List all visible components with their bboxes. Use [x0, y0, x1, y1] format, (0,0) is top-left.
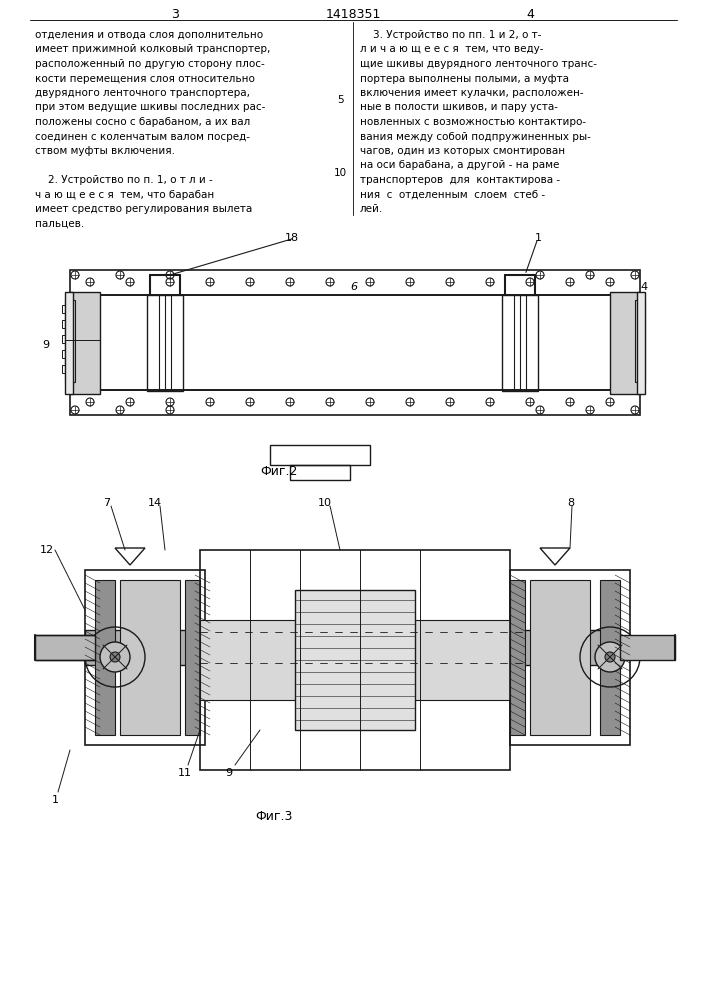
Bar	[620, 635, 675, 660]
Bar	[295, 590, 415, 730]
Text: 12: 12	[40, 545, 54, 555]
Text: 10: 10	[334, 167, 346, 178]
Bar	[70, 270, 640, 295]
Text: положены сосно с барабаном, а их вал: положены сосно с барабаном, а их вал	[35, 117, 250, 127]
Bar	[510, 570, 630, 745]
Bar	[610, 292, 640, 394]
Text: 11: 11	[178, 768, 192, 778]
Bar	[70, 390, 640, 415]
Bar	[62, 365, 68, 373]
Bar	[62, 320, 68, 328]
Text: 3: 3	[171, 8, 179, 21]
Text: 2. Устройство по п. 1, о т л и -: 2. Устройство по п. 1, о т л и -	[35, 175, 213, 185]
Bar	[95, 580, 115, 735]
Text: 1: 1	[52, 795, 59, 805]
Bar	[290, 465, 350, 480]
Bar	[530, 580, 590, 735]
Text: 14: 14	[148, 498, 162, 508]
Bar	[70, 295, 640, 390]
Text: 4: 4	[640, 282, 647, 292]
Bar	[600, 580, 620, 735]
Text: 9: 9	[225, 768, 232, 778]
Bar	[85, 570, 205, 745]
Text: включения имеет кулачки, расположен-: включения имеет кулачки, расположен-	[360, 88, 583, 98]
Text: 5: 5	[337, 95, 344, 105]
Text: ния  с  отделенным  слоем  стеб -: ния с отделенным слоем стеб -	[360, 190, 545, 200]
Bar	[502, 295, 538, 391]
Text: 1: 1	[535, 233, 542, 243]
Circle shape	[100, 642, 130, 672]
Text: 3. Устройство по пп. 1 и 2, о т-: 3. Устройство по пп. 1 и 2, о т-	[360, 30, 542, 40]
Text: портера выполнены полыми, а муфта: портера выполнены полыми, а муфта	[360, 74, 569, 84]
Text: 4: 4	[526, 8, 534, 21]
Text: кости перемещения слоя относительно: кости перемещения слоя относительно	[35, 74, 255, 84]
Text: 6: 6	[350, 282, 357, 292]
Text: ч а ю щ е е с я  тем, что барабан: ч а ю щ е е с я тем, что барабан	[35, 190, 214, 200]
Circle shape	[595, 642, 625, 672]
Text: отделения и отвода слоя дополнительно: отделения и отвода слоя дополнительно	[35, 30, 263, 40]
Bar	[200, 620, 510, 700]
Text: двурядного ленточного транспортера,: двурядного ленточного транспортера,	[35, 88, 250, 98]
Text: лей.: лей.	[360, 204, 383, 214]
Bar	[62, 350, 68, 358]
Text: расположенный по другую сторону плос-: расположенный по другую сторону плос-	[35, 59, 264, 69]
Text: 7: 7	[103, 498, 110, 508]
Bar	[85, 630, 620, 665]
Text: пальцев.: пальцев.	[35, 219, 84, 229]
Circle shape	[605, 652, 615, 662]
Bar	[35, 635, 95, 660]
Text: Фиг.2: Фиг.2	[260, 465, 298, 478]
Bar	[62, 335, 68, 343]
Bar	[185, 580, 200, 735]
Bar	[637, 292, 645, 394]
Text: 1418351: 1418351	[325, 8, 380, 21]
Bar	[65, 300, 75, 382]
Text: имеет средство регулирования вылета: имеет средство регулирования вылета	[35, 204, 252, 214]
Bar	[65, 292, 73, 394]
Text: Фиг.3: Фиг.3	[255, 810, 293, 823]
Text: при этом ведущие шкивы последних рас-: при этом ведущие шкивы последних рас-	[35, 103, 265, 112]
Bar	[635, 300, 645, 382]
Bar	[120, 580, 180, 735]
Text: вания между собой подпружиненных ры-: вания между собой подпружиненных ры-	[360, 131, 591, 141]
Bar	[70, 292, 100, 394]
Bar	[510, 580, 525, 735]
Text: соединен с коленчатым валом посред-: соединен с коленчатым валом посред-	[35, 131, 250, 141]
Bar	[147, 295, 183, 391]
Text: транспортеров  для  контактирова -: транспортеров для контактирова -	[360, 175, 560, 185]
Bar	[62, 305, 68, 313]
Text: 8: 8	[567, 498, 574, 508]
Text: 10: 10	[318, 498, 332, 508]
Text: новленных с возможностью контактиро-: новленных с возможностью контактиро-	[360, 117, 586, 127]
Text: 9: 9	[42, 340, 49, 350]
Text: чагов, один из которых смонтирован: чагов, один из которых смонтирован	[360, 146, 565, 156]
Text: ные в полости шкивов, и пару уста-: ные в полости шкивов, и пару уста-	[360, 103, 558, 112]
Text: имеет прижимной колковый транспортер,: имеет прижимной колковый транспортер,	[35, 44, 270, 54]
Text: щие шкивы двурядного ленточного транс-: щие шкивы двурядного ленточного транс-	[360, 59, 597, 69]
Bar	[270, 445, 370, 465]
Circle shape	[110, 652, 120, 662]
Bar	[200, 550, 510, 770]
Text: л и ч а ю щ е е с я  тем, что веду-: л и ч а ю щ е е с я тем, что веду-	[360, 44, 544, 54]
Text: ством муфты включения.: ством муфты включения.	[35, 146, 175, 156]
Text: 18: 18	[285, 233, 299, 243]
Text: на оси барабана, а другой - на раме: на оси барабана, а другой - на раме	[360, 160, 559, 170]
